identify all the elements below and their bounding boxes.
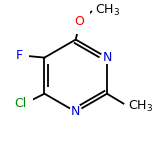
Text: Cl: Cl (14, 97, 26, 110)
Text: O: O (74, 15, 84, 28)
Text: F: F (16, 49, 23, 62)
Text: CH$_3$: CH$_3$ (95, 2, 121, 18)
Text: N: N (71, 105, 80, 118)
Text: N: N (102, 51, 112, 64)
Text: CH$_3$: CH$_3$ (128, 99, 153, 114)
